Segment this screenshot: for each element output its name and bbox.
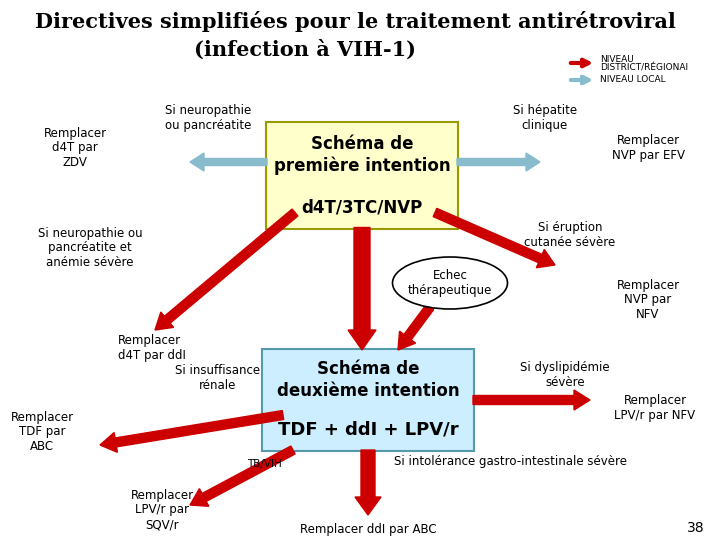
Text: Remplacer
TDF par
ABC: Remplacer TDF par ABC (10, 410, 73, 454)
FancyBboxPatch shape (266, 122, 458, 228)
Ellipse shape (392, 257, 508, 309)
Text: Directives simplifiées pour le traitement antirétroviral: Directives simplifiées pour le traitemen… (35, 11, 675, 32)
Text: Remplacer
d4T par
ZDV: Remplacer d4T par ZDV (43, 126, 107, 170)
Polygon shape (348, 227, 376, 350)
Polygon shape (355, 450, 381, 515)
Text: Remplacer
NVP par
NFV: Remplacer NVP par NFV (616, 279, 680, 321)
FancyBboxPatch shape (262, 349, 474, 451)
Polygon shape (433, 208, 555, 268)
Polygon shape (457, 153, 540, 171)
Text: (infection à VIH-1): (infection à VIH-1) (194, 40, 416, 60)
Polygon shape (155, 209, 298, 330)
Polygon shape (190, 446, 295, 507)
Polygon shape (190, 153, 267, 171)
Text: 38: 38 (688, 521, 705, 535)
Text: Echec
thérapeutique: Echec thérapeutique (408, 269, 492, 297)
Text: Remplacer
d4T par ddI: Remplacer d4T par ddI (118, 334, 186, 362)
Polygon shape (473, 390, 590, 410)
Text: Si intolérance gastro-intestinale sévère: Si intolérance gastro-intestinale sévère (394, 456, 626, 469)
Text: Remplacer
LPV/r par NFV: Remplacer LPV/r par NFV (614, 394, 696, 422)
Text: Schéma de
deuxième intention: Schéma de deuxième intention (276, 360, 459, 400)
Text: Si insuffisance
rénale: Si insuffisance rénale (176, 364, 261, 392)
Text: Remplacer ddI par ABC: Remplacer ddI par ABC (300, 523, 436, 537)
Text: Remplacer
LPV/r par
SQV/r: Remplacer LPV/r par SQV/r (130, 489, 194, 531)
Text: Si hépatite
clinique: Si hépatite clinique (513, 104, 577, 132)
Text: Si neuropathie
ou pancréatite: Si neuropathie ou pancréatite (165, 104, 251, 132)
Text: NIVEAU: NIVEAU (600, 56, 634, 64)
Text: Si neuropathie ou
pancréatite et
anémie sévère: Si neuropathie ou pancréatite et anémie … (37, 226, 143, 269)
Text: d4T/3TC/NVP: d4T/3TC/NVP (302, 198, 423, 216)
Polygon shape (100, 410, 284, 453)
Text: Schéma de
première intention: Schéma de première intention (274, 134, 450, 176)
Text: TDF + ddI + LPV/r: TDF + ddI + LPV/r (278, 421, 459, 439)
Text: Remplacer
NVP par EFV: Remplacer NVP par EFV (611, 134, 685, 162)
Polygon shape (398, 305, 433, 350)
Text: TB/VIH: TB/VIH (247, 459, 282, 469)
Text: NIVEAU LOCAL: NIVEAU LOCAL (600, 76, 665, 84)
Text: DISTRICT/RÉGIONAl: DISTRICT/RÉGIONAl (600, 64, 688, 72)
Text: Si dyslipidémie
sévère: Si dyslipidémie sévère (520, 361, 610, 389)
Text: Si éruption
cutanée sévère: Si éruption cutanée sévère (524, 221, 616, 249)
